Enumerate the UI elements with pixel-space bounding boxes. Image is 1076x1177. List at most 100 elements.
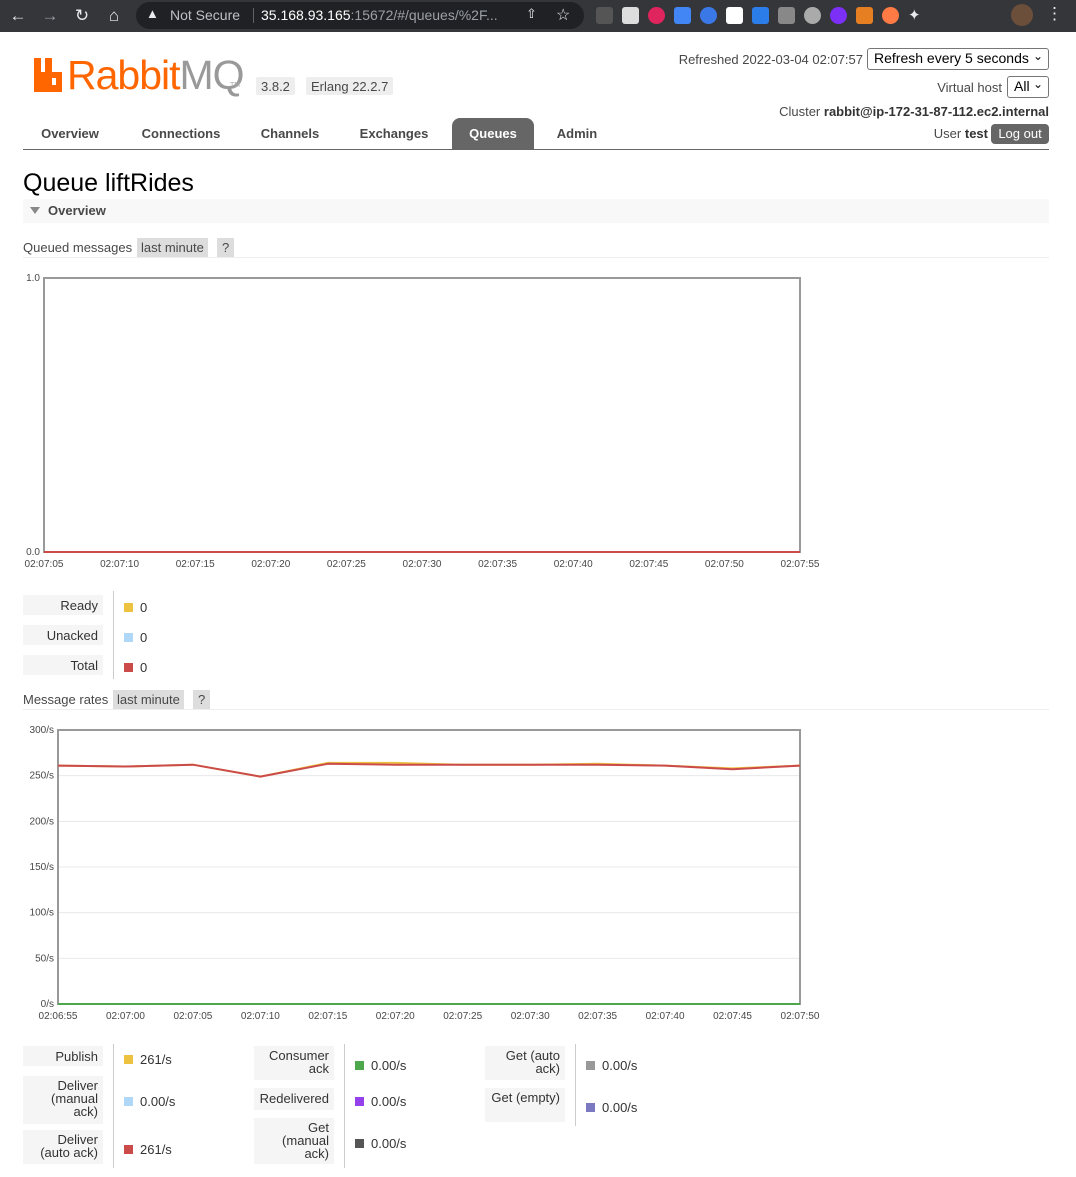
logo-trademark: TM xyxy=(230,82,241,89)
erlang-badge: Erlang 22.2.7 xyxy=(306,77,394,95)
menu-kebab-icon[interactable]: ⋮ xyxy=(1046,4,1063,23)
legend-redelivered-label: Redelivered xyxy=(254,1088,334,1110)
x-tick-label: 02:07:45 xyxy=(629,559,668,570)
legend-swatch xyxy=(355,1139,364,1148)
message-rates-header: Message rates last minute ? xyxy=(23,690,1049,710)
virtual-host-select[interactable]: All ⌄ xyxy=(1007,76,1049,98)
rates-help-button[interactable]: ? xyxy=(193,690,211,709)
translate-icon[interactable] xyxy=(674,7,691,24)
forward-icon[interactable]: → xyxy=(41,6,59,25)
overview-section-toggle[interactable]: Overview xyxy=(23,199,1049,223)
tab-exchanges[interactable]: Exchanges xyxy=(359,126,429,141)
legend-value-text: 0.00/s xyxy=(602,1058,638,1073)
y-tick-label: 200/s xyxy=(30,816,54,827)
tab-connections[interactable]: Connections xyxy=(141,126,221,141)
legend-unacked-value: 0 xyxy=(124,630,147,645)
tab-channels[interactable]: Channels xyxy=(260,126,320,141)
refresh-interval-value: Refresh every 5 seconds xyxy=(874,50,1029,66)
legend-consumer-ack-value: 0.00/s xyxy=(355,1058,406,1073)
share-icon[interactable]: ⇧ xyxy=(526,6,537,21)
legend-get-empty-value: 0.00/s xyxy=(586,1100,637,1115)
y-tick-label: 250/s xyxy=(30,771,54,782)
legend-swatch xyxy=(124,1097,133,1106)
legend-consumer-ack-label: Consumer ack xyxy=(254,1046,334,1080)
address-bar[interactable]: ▲ Not Secure 35.168.93.165:15672/#/queue… xyxy=(136,2,584,29)
queued-range-button[interactable]: last minute xyxy=(137,238,208,257)
legend-swatch xyxy=(355,1097,364,1106)
logo-rabbit: Rabbit xyxy=(67,52,181,98)
notion-icon[interactable] xyxy=(726,7,743,24)
legend-get-auto-ack-label: Get (auto ack) xyxy=(485,1046,565,1080)
legend-value-text: 0.00/s xyxy=(602,1100,638,1115)
reload-icon[interactable]: ↻ xyxy=(74,6,90,25)
extension-icon[interactable] xyxy=(622,7,639,24)
cluster-info: Cluster rabbit@ip-172-31-87-112.ec2.inte… xyxy=(779,104,1049,119)
collapse-triangle-icon xyxy=(30,207,40,214)
logo-mq: MQ xyxy=(179,52,245,98)
bookmark-star-icon[interactable]: ☆ xyxy=(556,7,571,24)
x-tick-label: 02:07:10 xyxy=(100,559,139,570)
mail-icon[interactable] xyxy=(778,7,795,24)
legend-swatch xyxy=(586,1103,595,1112)
legend-divider xyxy=(113,1044,114,1168)
extension-icon[interactable] xyxy=(596,7,613,24)
extension-icon[interactable] xyxy=(856,7,873,24)
legend-swatch xyxy=(124,663,133,672)
logo-wordmark: RabbitMQ xyxy=(67,52,245,99)
x-tick-label: 02:07:15 xyxy=(308,1011,347,1022)
queued-messages-chart: 0.0 1.0 02:07:05 02:07:10 02:07:15 02:07:20 02… xyxy=(15,268,835,573)
queued-help-button[interactable]: ? xyxy=(217,238,235,257)
series-line-deliver-auto-ack xyxy=(57,762,801,778)
tab-overview[interactable]: Overview xyxy=(41,126,99,141)
legend-swatch xyxy=(355,1061,364,1070)
refresh-interval-select[interactable]: Refresh every 5 seconds ⌄ xyxy=(867,48,1049,70)
x-tick-label: 02:07:05 xyxy=(173,1011,212,1022)
extension-icon[interactable] xyxy=(648,7,665,24)
extension-icon[interactable] xyxy=(882,7,899,24)
legend-deliver-manual-ack-value: 0.00/s xyxy=(124,1094,175,1109)
url-path: :15672/#/queues/%2F... xyxy=(350,7,498,23)
warning-icon: ▲ xyxy=(146,6,159,21)
legend-divider xyxy=(575,1044,576,1126)
extension-icon[interactable] xyxy=(830,7,847,24)
extension-icon[interactable] xyxy=(700,7,717,24)
tab-admin[interactable]: Admin xyxy=(556,126,598,141)
legend-value-text: 0 xyxy=(140,630,148,645)
extension-icon[interactable] xyxy=(804,7,821,24)
logout-button[interactable]: Log out xyxy=(991,124,1049,144)
legend-deliver-auto-ack-value: 261/s xyxy=(124,1142,172,1157)
legend-publish-label: Publish xyxy=(23,1046,103,1066)
x-tick-label: 02:07:30 xyxy=(403,559,442,570)
profile-avatar[interactable] xyxy=(1011,4,1033,26)
queue-name: liftRides xyxy=(105,169,194,197)
url-text: 35.168.93.165:15672/#/queues/%2F... xyxy=(261,7,498,23)
x-tick-label: 02:07:45 xyxy=(713,1011,752,1022)
legend-swatch xyxy=(124,1055,133,1064)
legend-value-text: 261/s xyxy=(140,1052,172,1067)
virtual-host-value: All xyxy=(1014,78,1030,94)
x-tick-label: 02:07:40 xyxy=(554,559,593,570)
y-tick-label: 150/s xyxy=(30,862,54,873)
puzzle-icon[interactable]: ✦ xyxy=(908,7,921,24)
x-tick-label: 02:07:25 xyxy=(327,559,366,570)
rates-range-button[interactable]: last minute xyxy=(113,690,184,709)
back-icon[interactable]: ← xyxy=(9,6,27,25)
legend-redelivered-value: 0.00/s xyxy=(355,1094,406,1109)
y-tick-label: 1.0 xyxy=(26,273,40,284)
x-tick-label: 02:07:35 xyxy=(578,1011,617,1022)
legend-get-manual-ack-value: 0.00/s xyxy=(355,1136,406,1151)
extensions-bar: ✦ xyxy=(596,7,925,25)
rabbitmq-logo-icon xyxy=(34,58,62,92)
legend-swatch xyxy=(586,1061,595,1070)
x-tick-label: 02:07:55 xyxy=(781,559,820,570)
home-icon[interactable]: ⌂ xyxy=(108,6,120,25)
calendar-icon[interactable] xyxy=(752,7,769,24)
cluster-label: Cluster xyxy=(779,104,821,119)
legend-unacked-label: Unacked xyxy=(23,625,103,645)
legend-value-text: 0 xyxy=(140,660,148,675)
plot-frame xyxy=(43,277,801,553)
legend-ready-value: 0 xyxy=(124,600,147,615)
x-tick-label: 02:07:50 xyxy=(781,1011,820,1022)
section-title: Overview xyxy=(48,203,106,218)
tab-queues[interactable]: Queues xyxy=(452,118,534,149)
